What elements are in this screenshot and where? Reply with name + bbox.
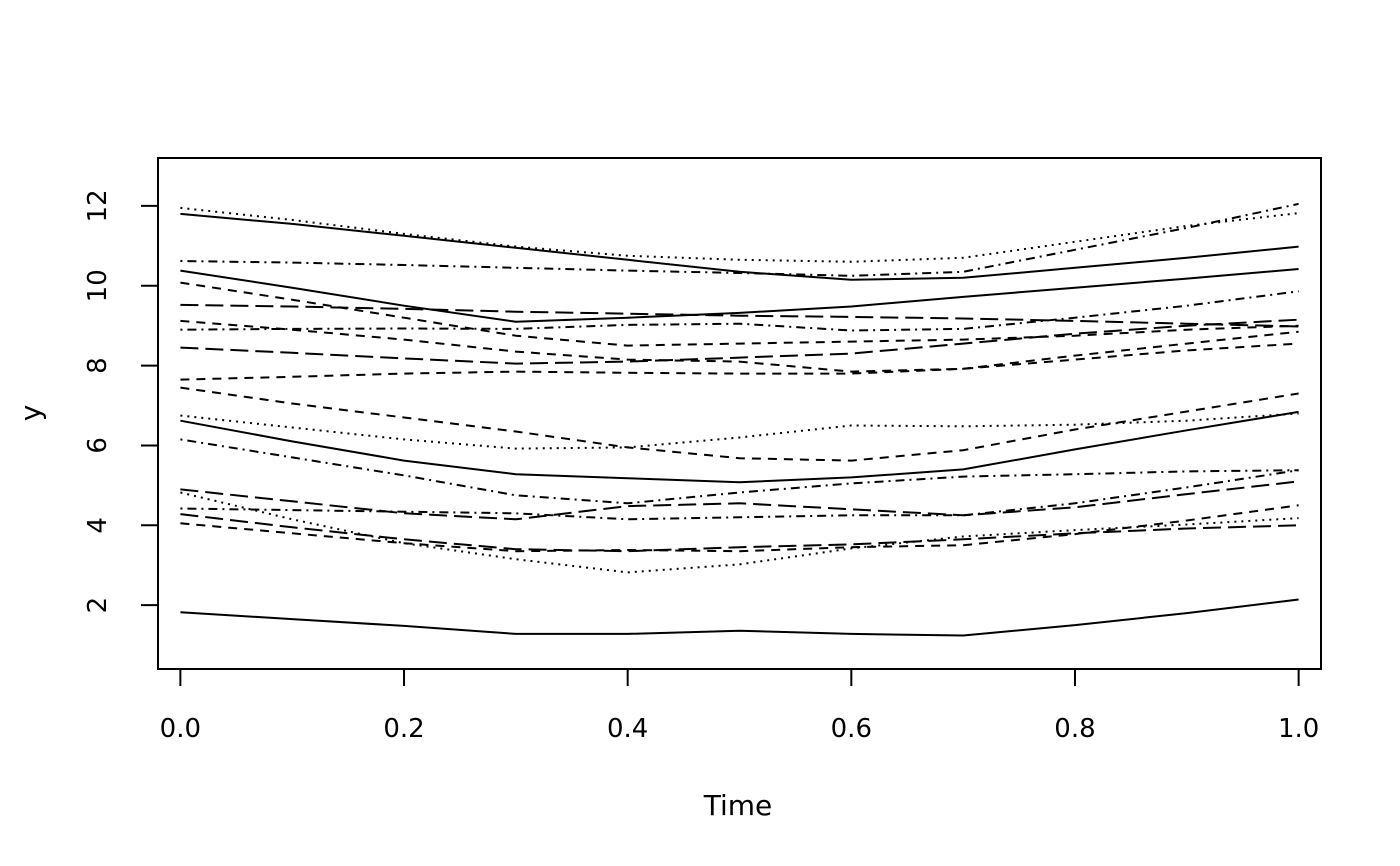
y-axis-title: y (14, 405, 47, 422)
series-line-14 (180, 438, 1299, 505)
series-line-2 (180, 206, 1299, 263)
y-tick-label: 6 (83, 437, 113, 454)
series-line-13 (180, 410, 1299, 484)
x-tick-label: 1.0 (1278, 714, 1319, 744)
x-tick-label: 0.2 (383, 714, 424, 744)
series-line-20 (180, 598, 1299, 637)
series-line-16 (180, 469, 1299, 521)
series-line-7 (180, 290, 1299, 332)
x-axis: 0.0 0.2 0.4 0.6 0.8 1.0 (160, 668, 1319, 744)
series-line-5 (180, 281, 1299, 347)
series-line-10 (180, 342, 1299, 381)
x-axis-title: Time (703, 789, 773, 822)
y-axis: 2 4 6 8 10 12 (83, 189, 159, 614)
series-line-9 (180, 318, 1299, 365)
series-line-15 (180, 480, 1299, 521)
plot-frame (157, 157, 1322, 670)
series-line-6 (180, 303, 1299, 328)
series-line-11 (180, 386, 1299, 462)
series-line-1 (180, 212, 1299, 281)
series-line-4 (180, 268, 1299, 323)
series-line-12 (180, 412, 1299, 450)
x-tick-label: 0.4 (607, 714, 648, 744)
series-line-17 (180, 513, 1299, 553)
y-tick-label: 8 (83, 357, 113, 374)
x-tick-label: 0.6 (831, 714, 872, 744)
series-line-18 (180, 491, 1299, 574)
y-tick-label: 4 (83, 517, 113, 534)
series-line-19 (180, 504, 1299, 553)
y-tick-label: 2 (83, 597, 113, 614)
y-tick-label: 10 (83, 269, 113, 302)
x-tick-label: 0.0 (160, 714, 201, 744)
x-tick-label: 0.8 (1054, 714, 1095, 744)
series-layer (180, 202, 1299, 637)
series-line-3 (180, 202, 1299, 277)
y-tick-label: 12 (83, 189, 113, 222)
series-line-8 (180, 319, 1299, 373)
